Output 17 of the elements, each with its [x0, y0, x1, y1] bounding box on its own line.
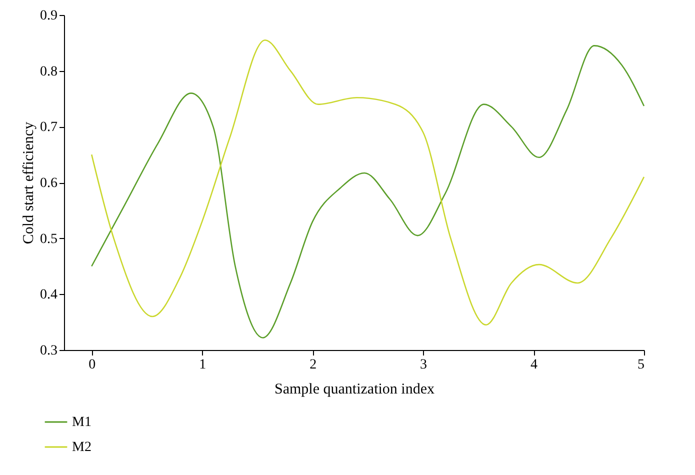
legend-label: M1: [72, 415, 92, 430]
y-tick-label: 0.5: [40, 232, 58, 247]
y-tick-label: 0.8: [40, 64, 58, 80]
x-tick-label: 5: [638, 358, 644, 372]
y-tick-label: 0.9: [40, 8, 58, 24]
y-axis-title: Cold start efficiency: [21, 121, 37, 244]
legend-label: M2: [72, 440, 92, 455]
x-tick-label: 3: [420, 358, 428, 372]
x-tick-label: 4: [530, 358, 538, 372]
y-tick-label: 0.3: [40, 344, 58, 358]
x-tick-label: 0: [88, 358, 96, 372]
x-axis-title: Sample quantization index: [274, 382, 435, 398]
y-tick-label: 0.4: [40, 288, 58, 303]
y-tick-label: 0.7: [40, 120, 58, 136]
x-tick-label: 2: [310, 358, 317, 372]
y-tick-label: 0.6: [40, 176, 58, 191]
x-tick-label: 1: [199, 358, 206, 372]
